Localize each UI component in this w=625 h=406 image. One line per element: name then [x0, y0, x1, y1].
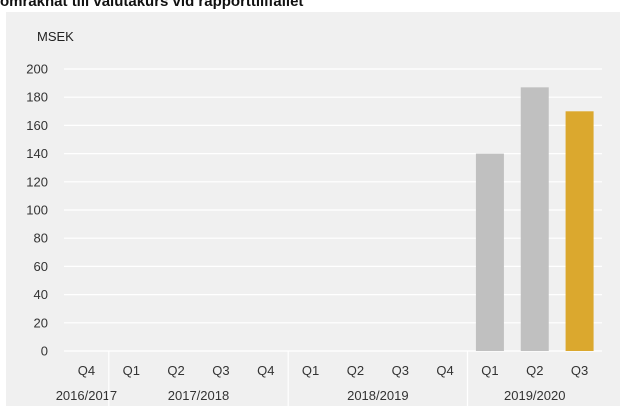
y-tick-label: 40	[34, 287, 48, 302]
y-tick-label: 100	[26, 203, 48, 218]
bars	[475, 87, 594, 351]
x-tick-label: Q2	[526, 363, 543, 378]
chart-panel: MSEK 0 20 40 60 80 100 120 140 160 180 200 Q4 Q1 Q2 Q…	[6, 12, 620, 406]
x-group-label: 2017/2018	[168, 388, 229, 403]
y-tick-label: 120	[26, 174, 48, 189]
x-group-label: 2019/2020	[504, 388, 565, 403]
y-tick-label: 180	[26, 90, 48, 105]
bar	[475, 153, 504, 351]
x-tick-label: Q3	[212, 363, 229, 378]
bar	[520, 87, 549, 351]
bar	[565, 111, 594, 351]
x-tick-label: Q3	[571, 363, 588, 378]
x-group-label: 2016/2017	[56, 388, 117, 403]
chart-title: omräknat till valutakurs vid rapporttill…	[0, 0, 304, 10]
y-tick-label: 0	[41, 344, 48, 359]
x-tick-label: Q4	[436, 363, 453, 378]
x-tick-label: Q4	[78, 363, 95, 378]
bar-chart: 0 20 40 60 80 100 120 140 160 180 200 Q4 Q1 Q2 Q3 Q4 Q1…	[26, 62, 602, 406]
x-tick-label: Q3	[392, 363, 409, 378]
y-tick-label: 200	[26, 62, 48, 77]
x-tick-label: Q1	[123, 363, 140, 378]
x-tick-label: Q2	[347, 363, 364, 378]
x-tick-label: Q1	[481, 363, 498, 378]
y-tick-label: 80	[34, 231, 48, 246]
x-group-label: 2018/2019	[347, 388, 408, 403]
y-tick-label: 140	[26, 146, 48, 161]
y-tick-label: 160	[26, 118, 48, 133]
y-tick-label: 20	[34, 315, 48, 330]
x-axis: Q4 Q1 Q2 Q3 Q4 Q1 Q2 Q3 Q4 Q1 Q2 Q3 2016/2017 2017/20…	[56, 351, 588, 406]
x-tick-label: Q1	[302, 363, 319, 378]
x-tick-label: Q4	[257, 363, 274, 378]
y-tick-label: 60	[34, 259, 48, 274]
x-tick-label: Q2	[167, 363, 184, 378]
y-axis: 0 20 40 60 80 100 120 140 160 180 200	[26, 62, 48, 359]
y-axis-unit: MSEK	[37, 29, 74, 44]
gridlines	[64, 68, 602, 352]
